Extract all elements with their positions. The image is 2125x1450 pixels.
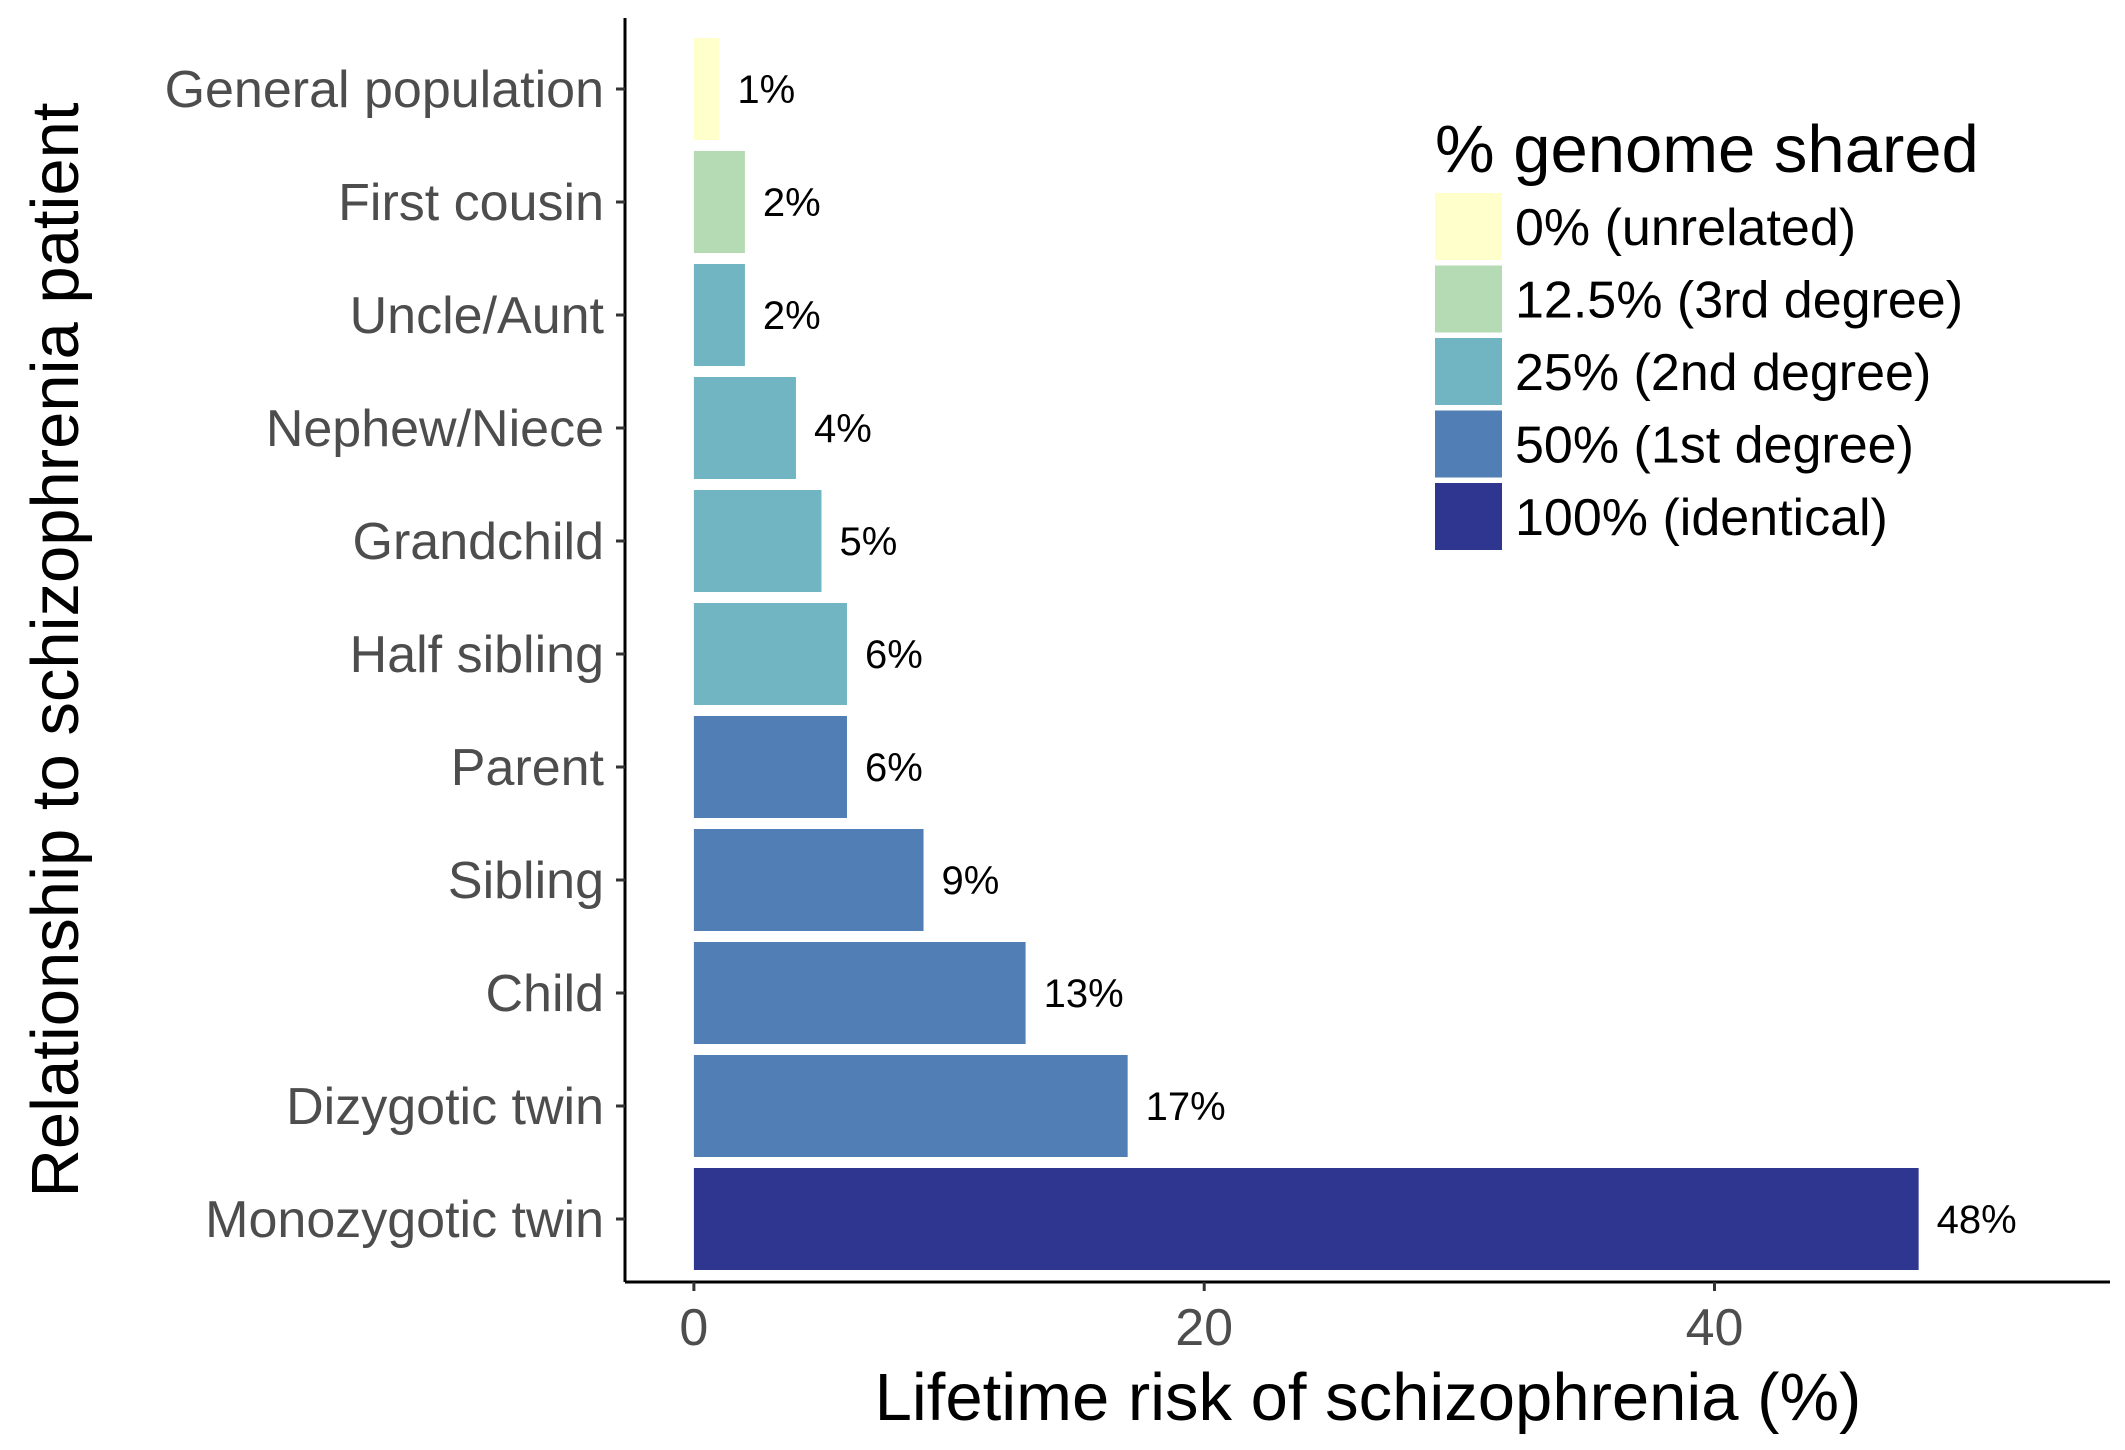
legend-title: % genome shared bbox=[1435, 112, 1979, 187]
legend-label-1: 12.5% (3rd degree) bbox=[1515, 272, 1963, 330]
legend-label-3: 50% (1st degree) bbox=[1515, 417, 1914, 475]
x-tick-label-40: 40 bbox=[1686, 1299, 1744, 1357]
data-label-grandchild: 5% bbox=[839, 520, 897, 564]
bar-sibling bbox=[693, 829, 924, 931]
data-label-nephew-niece: 4% bbox=[814, 407, 872, 451]
data-label-half-sibling: 6% bbox=[865, 633, 923, 677]
data-label-dizygotic-twin: 17% bbox=[1146, 1085, 1226, 1129]
x-tick-label-0: 0 bbox=[679, 1299, 708, 1357]
legend-swatch-4 bbox=[1435, 483, 1502, 550]
axes-layer bbox=[623, 18, 2110, 1284]
data-label-uncle-aunt: 2% bbox=[763, 294, 821, 338]
y-tick-label-uncle-aunt: Uncle/Aunt bbox=[350, 287, 605, 345]
bar-first-cousin bbox=[693, 151, 745, 253]
y-tick-label-first-cousin: First cousin bbox=[338, 174, 604, 232]
bar-dizygotic-twin bbox=[693, 1055, 1128, 1157]
y-tick-label-general-population: General population bbox=[165, 61, 604, 119]
y-tick-label-parent: Parent bbox=[451, 739, 605, 797]
y-ticks-layer: General population First cousin Uncle/Aunt… bbox=[165, 61, 625, 1249]
bar-general-population bbox=[693, 38, 720, 140]
data-label-parent: 6% bbox=[865, 746, 923, 790]
bar-half-sibling bbox=[693, 603, 847, 705]
legend-label-2: 25% (2nd degree) bbox=[1515, 344, 1931, 402]
bar-child bbox=[693, 942, 1026, 1044]
data-label-sibling: 9% bbox=[942, 859, 1000, 903]
y-tick-label-dizygotic-twin: Dizygotic twin bbox=[286, 1078, 604, 1136]
data-label-general-population: 1% bbox=[737, 68, 795, 112]
bars-layer bbox=[693, 38, 1919, 1270]
y-tick-label-grandchild: Grandchild bbox=[353, 513, 604, 571]
legend-swatch-0 bbox=[1435, 193, 1502, 260]
legend-swatch-2 bbox=[1435, 338, 1502, 405]
x-tick-label-20: 20 bbox=[1175, 1299, 1233, 1357]
legend-swatch-3 bbox=[1435, 410, 1502, 478]
bar-nephew-niece bbox=[693, 377, 796, 479]
bar-uncle-aunt bbox=[693, 264, 745, 366]
data-labels-layer: 1% 2% 2% 4% 5% 6% 6% 9% 13% 17% 48% bbox=[737, 68, 2016, 1242]
y-tick-label-sibling: Sibling bbox=[448, 852, 604, 910]
data-label-monozygotic-twin: 48% bbox=[1937, 1198, 2017, 1242]
legend-swatch-1 bbox=[1435, 265, 1502, 333]
legend-label-4: 100% (identical) bbox=[1515, 489, 1888, 547]
x-ticks-layer: 0 20 40 bbox=[679, 1282, 1743, 1357]
x-axis-title: Lifetime risk of schizophrenia (%) bbox=[875, 1360, 1862, 1435]
bar-monozygotic-twin bbox=[693, 1168, 1919, 1270]
bar-parent bbox=[693, 716, 847, 818]
legend: % genome shared 0% (unrelated) 12.5% (3rd… bbox=[1435, 112, 1979, 550]
y-tick-label-half-sibling: Half sibling bbox=[350, 626, 604, 684]
bar-grandchild bbox=[693, 490, 822, 592]
data-label-first-cousin: 2% bbox=[763, 181, 821, 225]
y-axis-title: Relationship to schizophrenia patient bbox=[18, 102, 93, 1197]
legend-label-0: 0% (unrelated) bbox=[1515, 199, 1856, 257]
y-tick-label-child: Child bbox=[486, 965, 605, 1023]
y-tick-label-nephew-niece: Nephew/Niece bbox=[266, 400, 604, 458]
data-label-child: 13% bbox=[1044, 972, 1124, 1016]
y-tick-label-monozygotic-twin: Monozygotic twin bbox=[205, 1191, 604, 1249]
